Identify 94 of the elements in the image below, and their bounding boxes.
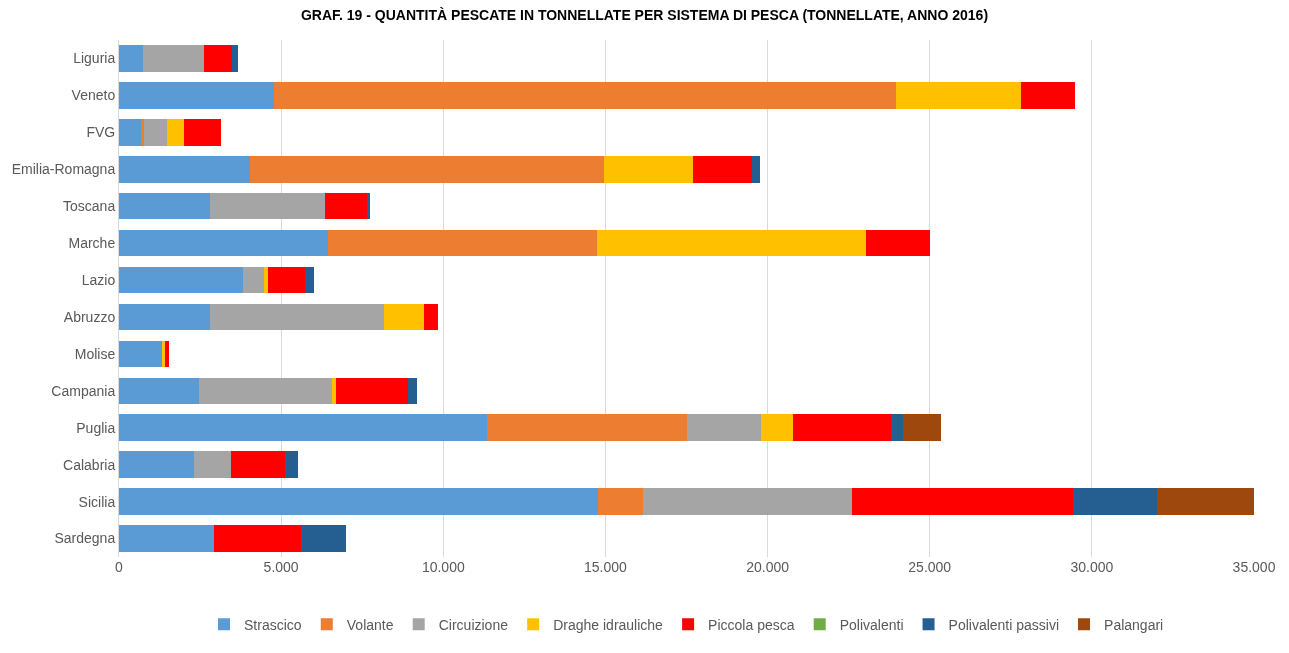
legend-label: Draghe idrauliche [553, 616, 664, 633]
bar [487, 414, 688, 442]
y-tick-label: FVG [86, 124, 116, 141]
bar [119, 82, 274, 109]
bar [328, 229, 597, 257]
bar [210, 192, 325, 220]
y-tick-label: Campania [51, 382, 116, 399]
bar [119, 119, 142, 146]
y-tick-label: Emilia-Romagna [11, 161, 116, 178]
bar [231, 45, 239, 72]
bar [162, 340, 166, 368]
bar [167, 119, 184, 146]
y-tick-label: Toscana [63, 198, 116, 215]
bar [273, 82, 896, 109]
y-tick-label: Marche [68, 235, 116, 252]
bar [214, 525, 301, 552]
bar [143, 119, 168, 146]
bar [1073, 488, 1157, 515]
bar [300, 525, 346, 552]
legend-label: Polivalenti passivi [948, 616, 1060, 633]
bar [603, 155, 693, 183]
x-tick-label: 30.000 [1070, 559, 1114, 575]
bar [199, 377, 333, 405]
bar [895, 82, 1022, 109]
bar [367, 192, 371, 220]
bar [119, 266, 244, 294]
x-tick-label: 0 [115, 559, 124, 575]
bar [119, 303, 211, 331]
x-tick-label: 20.000 [746, 559, 790, 575]
bar [183, 119, 222, 146]
legend-label: Circuizione [438, 616, 509, 633]
y-tick-label: Liguria [73, 50, 116, 67]
legend-label: Strascico [244, 616, 302, 633]
bar [643, 488, 853, 515]
y-tick-label: Veneto [71, 87, 116, 104]
bar [1021, 82, 1075, 109]
bar [760, 414, 793, 442]
bar [119, 192, 211, 220]
bar [210, 303, 384, 331]
bar [119, 45, 143, 72]
y-tick-label: Molise [74, 345, 116, 362]
bar [687, 414, 761, 442]
bar [751, 155, 760, 183]
bar [1156, 488, 1254, 515]
bar [203, 45, 232, 72]
bar [305, 266, 314, 294]
bar [692, 155, 752, 183]
bar [119, 229, 329, 257]
bar [250, 155, 604, 183]
bar [193, 451, 231, 478]
x-tick-label: 15.000 [584, 559, 628, 575]
bar [141, 119, 144, 146]
bar [597, 488, 644, 515]
bar [332, 377, 337, 405]
bar [383, 303, 425, 331]
x-tick-label: 10.000 [421, 559, 465, 575]
bar [119, 525, 215, 552]
bar [230, 451, 286, 478]
legend-label: Piccola pesca [708, 616, 795, 633]
y-tick-label: Sicilia [78, 493, 116, 510]
legend-label: Palangari [1104, 616, 1164, 633]
y-tick-label: Calabria [63, 456, 116, 473]
bar [596, 229, 866, 257]
bar [119, 377, 200, 405]
x-tick-label: 25.000 [908, 559, 952, 575]
bar [119, 155, 251, 183]
bar [852, 488, 1074, 515]
bar [119, 340, 163, 368]
bar [424, 303, 438, 331]
bar [324, 192, 368, 220]
bar [243, 266, 264, 294]
bar [263, 266, 268, 294]
bar [336, 377, 409, 405]
bar [119, 414, 488, 442]
x-tick-label: 5.000 [263, 559, 299, 575]
y-tick-label: Abruzzo [63, 308, 116, 325]
bar [903, 414, 942, 442]
legend-label: Volante [346, 616, 394, 633]
y-tick-label: Lazio [81, 271, 116, 288]
bar [165, 340, 170, 368]
bar [119, 451, 194, 478]
chart-title: GRAF. 19 - QUANTITÀ PESCATE IN TONNELLATE PER SISTEMA DI PESCA (TONNELLATE, ANNO 2016) [300, 6, 989, 23]
bar [142, 45, 204, 72]
bar [891, 414, 904, 442]
bar [285, 451, 299, 478]
legend-label: Polivalenti [839, 616, 904, 633]
y-tick-label: Sardegna [54, 530, 116, 547]
x-tick-label: 35.000 [1232, 559, 1276, 575]
bar [792, 414, 892, 442]
y-tick-label: Puglia [76, 419, 116, 436]
bar [119, 488, 598, 515]
bar [865, 229, 931, 257]
bar [267, 266, 306, 294]
bar [408, 377, 418, 405]
